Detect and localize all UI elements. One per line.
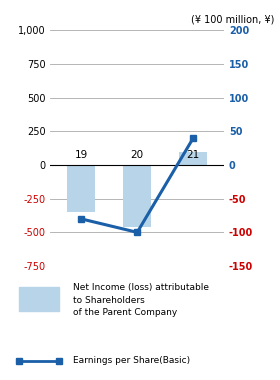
Text: Earnings per Share(Basic): Earnings per Share(Basic) xyxy=(73,356,190,365)
Text: (¥ 100 million, ¥): (¥ 100 million, ¥) xyxy=(191,15,274,25)
Text: 21: 21 xyxy=(186,150,200,160)
Text: Net Income (loss) attributable
to Shareholders
of the Parent Company: Net Income (loss) attributable to Shareh… xyxy=(73,283,209,317)
Bar xyxy=(179,152,207,165)
Bar xyxy=(123,165,151,227)
Text: 20: 20 xyxy=(131,150,144,160)
Text: 19: 19 xyxy=(74,150,88,160)
FancyBboxPatch shape xyxy=(19,287,59,311)
Bar xyxy=(67,165,95,212)
